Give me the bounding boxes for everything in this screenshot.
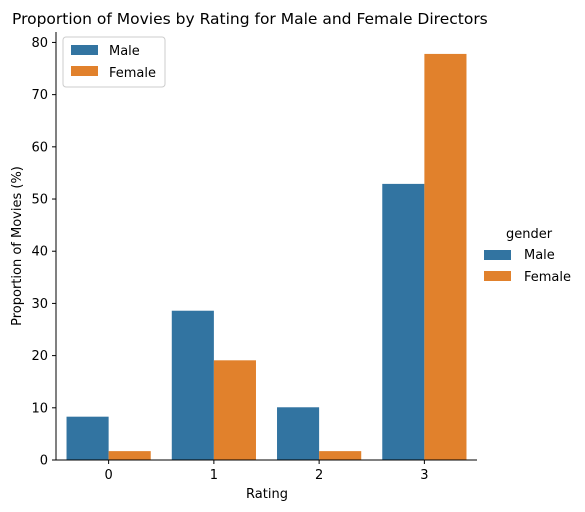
x-axis-label: Rating — [246, 487, 288, 502]
outer-legend-swatch-female — [484, 271, 511, 281]
bar-female-0 — [108, 451, 151, 460]
bar-male-0 — [66, 416, 109, 460]
bar-male-1 — [171, 310, 214, 460]
y-tick-label: 60 — [31, 140, 48, 155]
y-tick-label: 80 — [31, 36, 48, 51]
y-axis: 0 10 20 30 40 50 60 70 80 — [31, 32, 57, 469]
y-tick-label: 10 — [31, 401, 48, 416]
x-axis: 0 1 2 3 — [56, 459, 477, 483]
inner-legend-swatch-female — [71, 66, 98, 76]
y-axis-label: Proportion of Movies (%) — [10, 166, 25, 326]
x-tick-label: 1 — [210, 468, 218, 483]
bar-female-2 — [319, 451, 362, 460]
chart-title: Proportion of Movies by Rating for Male … — [12, 10, 488, 28]
y-tick-label: 0 — [40, 454, 48, 469]
x-tick-label: 2 — [315, 468, 323, 483]
y-tick-label: 30 — [31, 297, 48, 312]
inner-legend-swatch-male — [71, 45, 98, 55]
x-tick-label: 0 — [104, 468, 112, 483]
bars-group — [66, 53, 467, 461]
y-tick-label: 40 — [31, 245, 48, 260]
x-tick-label: 3 — [420, 468, 428, 483]
y-tick-label: 70 — [31, 88, 48, 103]
bar-female-3 — [424, 53, 467, 461]
y-tick-label: 20 — [31, 349, 48, 364]
outer-legend-swatch-male — [484, 250, 511, 260]
outer-legend-label-female: Female — [524, 270, 571, 285]
y-tick-label: 50 — [31, 193, 48, 208]
outer-legend-title: gender — [506, 227, 553, 242]
inner-legend: Male Female — [62, 36, 166, 88]
outer-legend-label-male: Male — [524, 248, 555, 263]
bar-male-3 — [382, 183, 425, 460]
outer-legend: gender Male Female — [484, 227, 571, 285]
bar-female-1 — [213, 360, 256, 460]
bar-male-2 — [277, 407, 320, 460]
inner-legend-label-female: Female — [109, 66, 156, 81]
inner-legend-label-male: Male — [109, 44, 140, 59]
